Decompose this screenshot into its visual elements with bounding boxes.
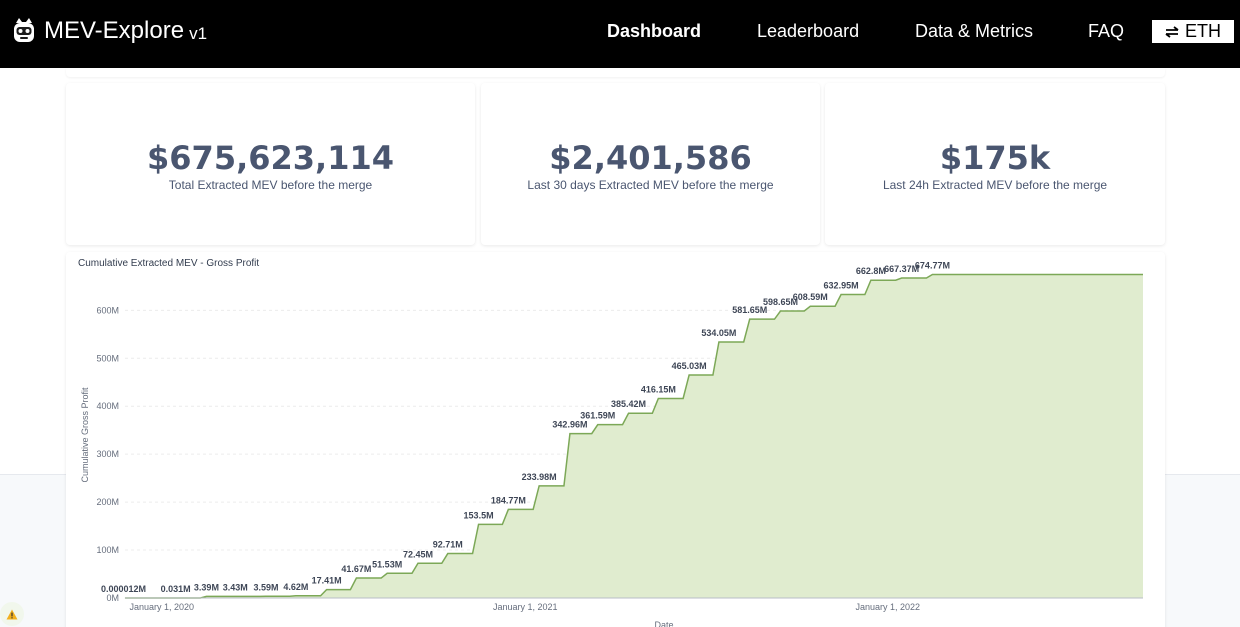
data-label: 465.03M <box>672 361 707 371</box>
data-label: 608.59M <box>793 292 828 302</box>
data-label: 534.05M <box>701 328 736 338</box>
x-tick-label: January 1, 2021 <box>493 602 558 612</box>
y-tick-label: 500M <box>96 353 119 363</box>
data-label: 674.77M <box>915 261 950 271</box>
swap-arrows-icon <box>1165 25 1179 38</box>
nav-link-data-metrics[interactable]: Data & Metrics <box>915 21 1034 41</box>
stat-card-24h: $175k Last 24h Extracted MEV before the … <box>825 83 1165 245</box>
data-label: 667.37M <box>884 264 919 274</box>
cumulative-mev-chart-card: Cumulative Extracted MEV - Gross Profit … <box>66 252 1165 627</box>
x-tick-label: January 1, 2022 <box>855 602 920 612</box>
data-label: 51.53M <box>372 559 402 569</box>
y-tick-label: 0M <box>106 593 119 603</box>
data-label: 0.031M <box>161 584 191 594</box>
data-label: 342.96M <box>552 420 587 430</box>
brand-name: MEV-Explore <box>44 17 185 44</box>
data-label: 92.71M <box>433 540 463 550</box>
stat-label-30-days: Last 30 days Extracted MEV before the me… <box>527 178 774 192</box>
data-label: 72.45M <box>403 549 433 559</box>
y-tick-label: 400M <box>96 401 119 411</box>
data-label: 662.8M <box>856 266 886 276</box>
data-label: 4.62M <box>283 582 308 592</box>
data-label: 416.15M <box>641 384 676 394</box>
data-label: 3.39M <box>194 582 219 592</box>
stat-label-24h: Last 24h Extracted MEV before the merge <box>882 178 1108 192</box>
warning-triangle-icon <box>6 609 18 619</box>
x-axis-title: Date <box>654 620 673 627</box>
data-label: 41.67M <box>341 564 371 574</box>
data-label: 385.42M <box>611 399 646 409</box>
data-label: 632.95M <box>824 281 859 291</box>
stat-value-30-days: $2,401,586 <box>549 139 752 177</box>
data-label: 3.43M <box>223 582 248 592</box>
y-tick-label: 100M <box>96 545 119 555</box>
nav-link-faq[interactable]: FAQ <box>1088 21 1125 41</box>
top-navbar: MEV-Explore v1 Dashboard Leaderboard Dat… <box>0 0 1240 68</box>
stat-card-total: $675,623,114 Total Extracted MEV before … <box>66 83 475 245</box>
y-tick-label: 600M <box>96 305 119 315</box>
stat-card-30-days: $2,401,586 Last 30 days Extracted MEV be… <box>481 83 820 245</box>
stat-value-total: $675,623,114 <box>147 139 394 177</box>
x-tick-label: January 1, 2020 <box>129 602 194 612</box>
series-line <box>124 273 1143 599</box>
nav-link-leaderboard[interactable]: Leaderboard <box>757 21 860 41</box>
y-tick-label: 300M <box>96 449 119 459</box>
stat-value-24h: $175k <box>939 139 1051 177</box>
data-label: 233.98M <box>522 472 557 482</box>
data-label: 153.5M <box>464 510 494 520</box>
robot-logo-icon <box>14 18 34 42</box>
data-label: 17.41M <box>312 576 342 586</box>
data-label: 0.000012M <box>101 584 146 594</box>
data-label: 598.65M <box>763 297 798 307</box>
data-label: 184.77M <box>491 495 526 505</box>
area-fill <box>124 274 1143 598</box>
chart-title: Cumulative Extracted MEV - Gross Profit <box>78 258 260 269</box>
data-label: 581.65M <box>732 305 767 315</box>
stat-label-total: Total Extracted MEV before the merge <box>168 178 373 192</box>
cumulative-mev-area-chart[interactable]: 0M 100M 200M 300M 400M 500M 600M January 1, 202… <box>66 252 1165 627</box>
currency-label: ETH <box>1185 21 1221 41</box>
warning-icon[interactable] <box>0 602 24 626</box>
y-tick-label: 200M <box>96 497 119 507</box>
data-label: 361.59M <box>580 411 615 421</box>
currency-toggle-button[interactable]: ETH <box>1152 20 1234 43</box>
scrolled-card-edge <box>66 68 1165 77</box>
brand-home-link[interactable]: MEV-Explore v1 <box>12 14 207 48</box>
nav-link-dashboard[interactable]: Dashboard <box>607 21 702 41</box>
brand-version: v1 <box>189 24 208 43</box>
data-label: 3.59M <box>254 582 279 592</box>
y-axis-title: Cumulative Gross Profit <box>80 387 90 483</box>
